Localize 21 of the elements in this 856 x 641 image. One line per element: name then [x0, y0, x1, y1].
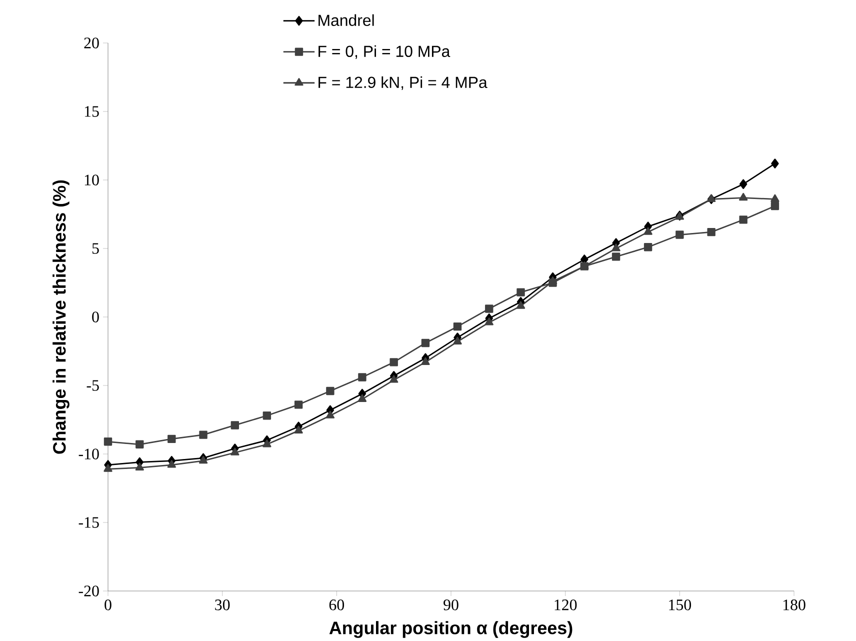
x-tick-label: 30 [215, 599, 230, 610]
legend-label: Mandrel [318, 14, 374, 26]
y-tick-label: -20 [78, 586, 99, 596]
legend-label: F = 12.9 kN, Pi = 4 MPa [318, 76, 488, 90]
legend-label: F = 0, Pi = 10 MPa [318, 45, 450, 59]
y-tick-label: 20 [84, 38, 99, 48]
y-tick-label: -5 [86, 380, 99, 391]
y-tick-label: 0 [92, 312, 99, 322]
y-axis-title: Change in relative thickness (%) [52, 180, 70, 454]
x-tick-label: 120 [554, 599, 577, 610]
x-tick-label: 150 [669, 599, 692, 610]
x-tick-label: 0 [104, 599, 112, 610]
y-tick-label: -10 [78, 448, 99, 460]
x-tick-label: 90 [444, 599, 458, 610]
y-tick-label: 10 [84, 174, 99, 186]
x-axis-title: Angular position α (degrees) [329, 620, 572, 638]
x-tick-label: 180 [783, 599, 806, 610]
y-tick-label: -15 [78, 517, 99, 528]
y-tick-label: 15 [84, 106, 99, 117]
x-tick-label: 60 [329, 599, 344, 610]
y-tick-label: 5 [92, 243, 99, 254]
